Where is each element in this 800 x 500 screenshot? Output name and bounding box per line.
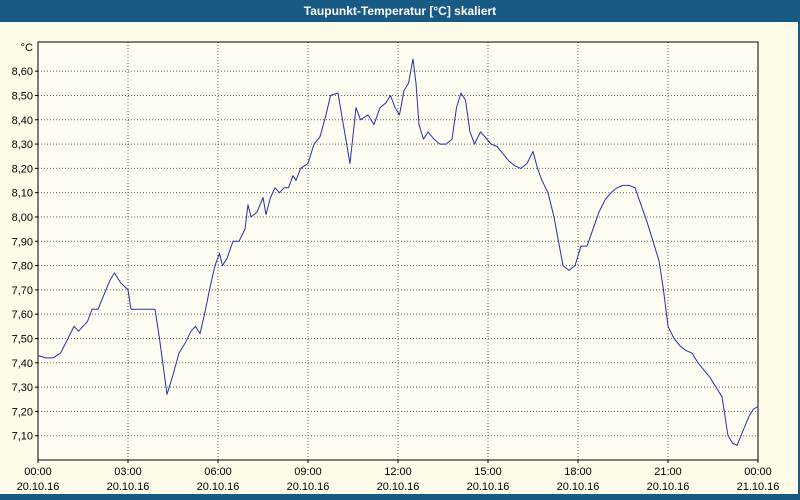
y-tick-label: 8,00 <box>12 212 33 224</box>
plot-background <box>38 42 758 460</box>
y-tick-label: 7,90 <box>12 236 33 248</box>
x-tick-date-label: 20.10.16 <box>647 481 690 493</box>
x-tick-time-label: 00:00 <box>24 466 52 478</box>
x-tick-time-label: 00:00 <box>744 466 772 478</box>
x-tick-date-label: 20.10.16 <box>197 481 240 493</box>
y-tick-label: 8,30 <box>12 139 33 151</box>
y-tick-label: 7,80 <box>12 261 33 273</box>
x-tick-time-label: 21:00 <box>654 466 682 478</box>
y-tick-label: 8,60 <box>12 66 33 78</box>
x-tick-time-label: 03:00 <box>114 466 142 478</box>
temperature-line <box>37 58 759 446</box>
y-tick-label: 7,60 <box>12 309 33 321</box>
y-tick-label: 7,70 <box>12 285 33 297</box>
x-tick-time-label: 12:00 <box>384 466 412 478</box>
x-tick-date-label: 20.10.16 <box>467 481 510 493</box>
x-tick-date-label: 20.10.16 <box>287 481 330 493</box>
y-tick-label: 8,20 <box>12 163 33 175</box>
x-tick-time-label: 06:00 <box>204 466 232 478</box>
right-edge-strip <box>798 0 800 500</box>
x-tick-date-label: 20.10.16 <box>377 481 420 493</box>
y-tick-label: 8,50 <box>12 90 33 102</box>
x-tick-time-label: 15:00 <box>474 466 502 478</box>
y-tick-label: 7,20 <box>12 406 33 418</box>
y-axis-unit-label: °C <box>21 42 33 54</box>
x-tick-time-label: 18:00 <box>564 466 592 478</box>
bottom-edge-strip <box>0 494 800 500</box>
x-tick-date-label: 21.10.16 <box>737 481 780 493</box>
y-tick-label: 8,10 <box>12 188 33 200</box>
x-tick-time-label: 09:00 <box>294 466 322 478</box>
window-title: Taupunkt-Temperatur [°C] skaliert <box>303 4 497 18</box>
window-title-bar: Taupunkt-Temperatur [°C] skaliert <box>0 0 800 22</box>
x-tick-date-label: 20.10.16 <box>557 481 600 493</box>
x-tick-date-label: 20.10.16 <box>17 481 60 493</box>
x-tick-date-label: 20.10.16 <box>107 481 150 493</box>
y-tick-label: 7,50 <box>12 333 33 345</box>
y-tick-label: 8,40 <box>12 115 33 127</box>
y-tick-label: 7,40 <box>12 358 33 370</box>
y-tick-label: 7,10 <box>12 431 33 443</box>
y-tick-label: 7,30 <box>12 382 33 394</box>
